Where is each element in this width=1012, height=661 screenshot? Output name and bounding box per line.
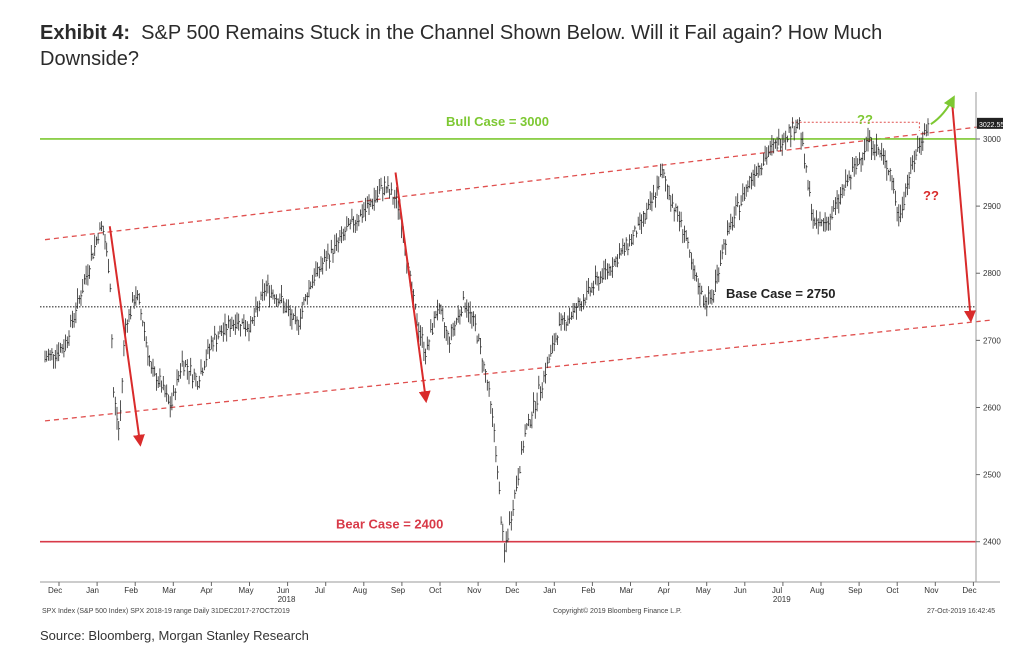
base-case-label-bg bbox=[722, 284, 872, 301]
y-tick-label-2800: 2800 bbox=[983, 269, 1001, 278]
x-tick-label-5: May bbox=[239, 586, 254, 595]
x-tick-label-4: Apr bbox=[200, 586, 213, 595]
x-tick-label-14: Feb bbox=[581, 586, 595, 595]
footer-right: 27-Oct-2019 16:42:45 bbox=[927, 608, 995, 615]
down-arrow-1 bbox=[108, 226, 145, 447]
y-tick-label-3000: 3000 bbox=[983, 135, 1001, 144]
last-value-label: 3022.55 bbox=[979, 122, 1004, 129]
y-tick-label-2600: 2600 bbox=[983, 403, 1001, 412]
y-tick-label-2400: 2400 bbox=[983, 538, 1001, 547]
x-tick-label-15: Mar bbox=[620, 586, 634, 595]
x-tick-label-11: Nov bbox=[467, 586, 481, 595]
x-tick-label-16: Apr bbox=[658, 586, 671, 595]
x-tick-label-17: May bbox=[696, 586, 711, 595]
question-down-label: ?? bbox=[923, 188, 939, 203]
year-label-1: 2019 bbox=[773, 595, 791, 604]
x-tick-label-12: Dec bbox=[505, 586, 519, 595]
x-tick-label-13: Jan bbox=[543, 586, 556, 595]
year-label-0: 2018 bbox=[278, 595, 296, 604]
footer-center: Copyright© 2019 Bloomberg Finance L.P. bbox=[553, 607, 682, 615]
last-value-box bbox=[977, 117, 1003, 129]
y-tick-label-2700: 2700 bbox=[983, 336, 1001, 345]
title-text: S&P 500 Remains Stuck in the Channel Sho… bbox=[40, 22, 883, 70]
question-up-label: ?? bbox=[857, 112, 873, 127]
x-tick-label-10: Oct bbox=[429, 586, 442, 595]
bear-case-label: Bear Case = 2400 bbox=[336, 517, 443, 532]
x-tick-label-8: Aug bbox=[353, 586, 367, 595]
x-tick-label-0: Dec bbox=[48, 586, 62, 595]
x-tick-label-3: Mar bbox=[162, 586, 176, 595]
x-tick-label-23: Nov bbox=[924, 586, 938, 595]
channel-lower bbox=[44, 319, 990, 422]
x-tick-label-19: Jul bbox=[772, 586, 782, 595]
exhibit-label: Exhibit 4: bbox=[40, 22, 131, 44]
spx-price-bars bbox=[44, 117, 930, 563]
source-note: Source: Bloomberg, Morgan Stanley Resear… bbox=[40, 628, 309, 643]
x-tick-label-21: Sep bbox=[848, 586, 863, 595]
base-case-label: Base Case = 2750 bbox=[726, 286, 836, 301]
axes: 2400 2500 2600 2700 2800 2900 3000 3022.55 Dec Ja… bbox=[40, 92, 1004, 615]
y-tick-label-2900: 2900 bbox=[983, 202, 1001, 211]
channel-upper bbox=[44, 124, 990, 241]
x-tick-label-22: Oct bbox=[886, 586, 899, 595]
y-tick-label-2500: 2500 bbox=[983, 471, 1001, 480]
x-tick-label-20: Aug bbox=[810, 586, 824, 595]
labels: Bull Case = 3000 Base Case = 2750 Bear Cas… bbox=[336, 112, 939, 532]
down-arrow-3 bbox=[950, 98, 976, 323]
chart-title: Exhibit 4: S&P 500 Remains Stuck in the … bbox=[40, 20, 980, 72]
x-tick-label-24: Dec bbox=[962, 586, 976, 595]
bull-case-label: Bull Case = 3000 bbox=[446, 114, 549, 129]
x-tick-label-9: Sep bbox=[391, 586, 406, 595]
x-tick-label-2: Feb bbox=[124, 586, 138, 595]
price-series bbox=[44, 117, 930, 563]
x-tick-label-1: Jan bbox=[86, 586, 99, 595]
x-tick-label-7: Jul bbox=[315, 586, 325, 595]
up-arrow bbox=[930, 95, 955, 126]
x-tick-label-18: Jun bbox=[734, 586, 747, 595]
x-tick-label-6: Jun bbox=[277, 586, 290, 595]
footer-left: SPX Index (S&P 500 Index) SPX 2018-19 ra… bbox=[42, 608, 290, 615]
arrows bbox=[108, 95, 976, 447]
down-arrow-2 bbox=[394, 172, 431, 404]
